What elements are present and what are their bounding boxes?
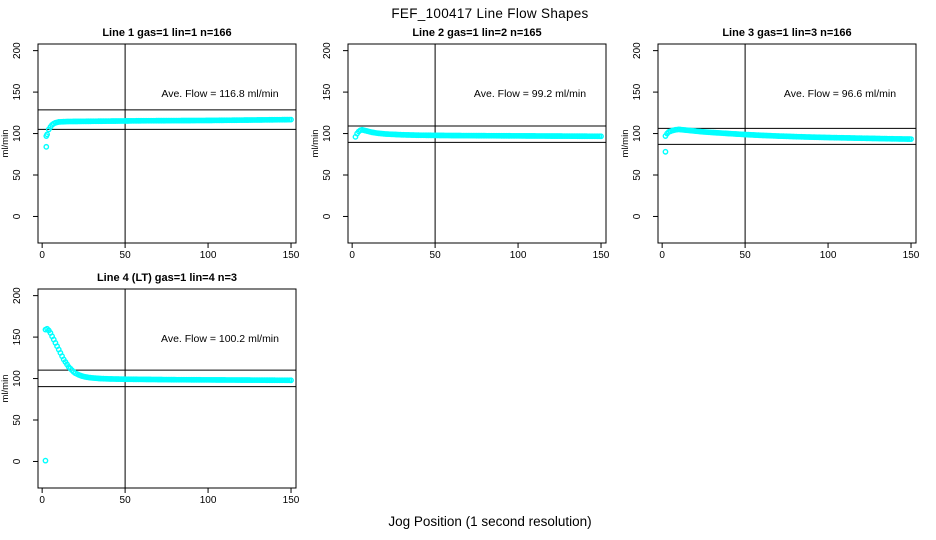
data-point	[288, 116, 294, 123]
panel-line-1: 0 50 100 150 0 50 100 150 200 ml/min Line 1 gas=1 …	[0, 27, 300, 261]
y-axis-label: ml/min	[620, 130, 631, 158]
y-tick-label: 0	[632, 213, 643, 219]
figure-title: FEF_100417 Line Flow Shapes	[391, 6, 589, 21]
y-tick-label: 150	[632, 83, 643, 100]
x-tick-label: 50	[430, 250, 442, 261]
plot-box	[37, 43, 297, 244]
panel-title: Line 4 (LT) gas=1 lin=4 n=3	[97, 272, 237, 284]
average-flow-annotation: Ave. Flow = 116.8 ml/min	[161, 88, 278, 100]
x-tick-label: 150	[593, 250, 610, 261]
y-tick-label: 100	[632, 125, 643, 142]
x-tick-label: 0	[349, 250, 355, 261]
x-tick-label: 150	[903, 250, 920, 261]
panel-title: Line 3 gas=1 lin=3 n=166	[722, 27, 851, 39]
y-tick-label: 0	[12, 458, 23, 464]
y-tick-label: 150	[12, 328, 23, 345]
average-flow-annotation: Ave. Flow = 99.2 ml/min	[474, 88, 586, 100]
plot-box	[37, 288, 297, 489]
y-tick-label: 0	[322, 213, 333, 219]
panel-title: Line 1 gas=1 lin=1 n=166	[102, 27, 231, 39]
x-tick-label: 50	[120, 495, 132, 506]
outlier-data-point	[42, 457, 49, 464]
panel-title: Line 2 gas=1 lin=2 n=165	[412, 27, 541, 39]
x-tick-label: 0	[39, 250, 45, 261]
data-point	[598, 133, 604, 140]
x-tick-label: 100	[510, 250, 527, 261]
x-tick-label: 150	[283, 495, 300, 506]
x-tick-label: 0	[39, 495, 45, 506]
x-tick-label: 100	[820, 250, 837, 261]
plot-box	[657, 43, 917, 244]
y-axis-label: ml/min	[0, 130, 11, 158]
x-tick-label: 150	[283, 250, 300, 261]
panel-line-3: 0 50 100 150 0 50 100 150 200 ml/min Line 3 gas=1 …	[620, 27, 920, 261]
outlier-data-point	[43, 133, 50, 139]
y-tick-label: 50	[12, 169, 23, 181]
y-tick-label: 200	[632, 42, 643, 59]
y-tick-label: 200	[12, 42, 23, 59]
y-axis-label: ml/min	[0, 375, 11, 403]
x-tick-label: 0	[659, 250, 665, 261]
average-flow-annotation: Ave. Flow = 96.6 ml/min	[784, 88, 896, 100]
y-tick-label: 150	[12, 83, 23, 100]
y-tick-label: 0	[12, 213, 23, 219]
x-tick-label: 50	[740, 250, 752, 261]
x-tick-label: 50	[120, 250, 132, 261]
average-flow-annotation: Ave. Flow = 100.2 ml/min	[161, 333, 279, 345]
y-axis-label: ml/min	[310, 130, 321, 158]
plot-box	[347, 43, 607, 244]
y-tick-label: 100	[12, 370, 23, 387]
y-tick-label: 100	[322, 125, 333, 142]
y-tick-label: 100	[12, 125, 23, 142]
y-tick-label: 50	[12, 414, 23, 426]
panel-line-4-lt: 0 50 100 150 0 50 100 150 200 ml/min Line 4 (LT) g…	[0, 272, 300, 506]
data-point	[288, 377, 294, 384]
x-tick-label: 100	[200, 250, 217, 261]
outlier-data-point	[662, 148, 669, 155]
y-tick-label: 200	[322, 42, 333, 59]
panel-line-2: 0 50 100 150 0 50 100 150 200 ml/min Line 2 gas=1 …	[310, 27, 610, 261]
y-tick-label: 200	[12, 287, 23, 304]
outlier-data-point	[43, 143, 50, 150]
y-tick-label: 150	[322, 83, 333, 100]
data-point	[908, 136, 914, 143]
y-tick-label: 50	[632, 169, 643, 181]
x-tick-label: 100	[200, 495, 217, 506]
y-tick-label: 50	[322, 169, 333, 181]
shared-x-axis-label: Jog Position (1 second resolution)	[388, 514, 592, 529]
